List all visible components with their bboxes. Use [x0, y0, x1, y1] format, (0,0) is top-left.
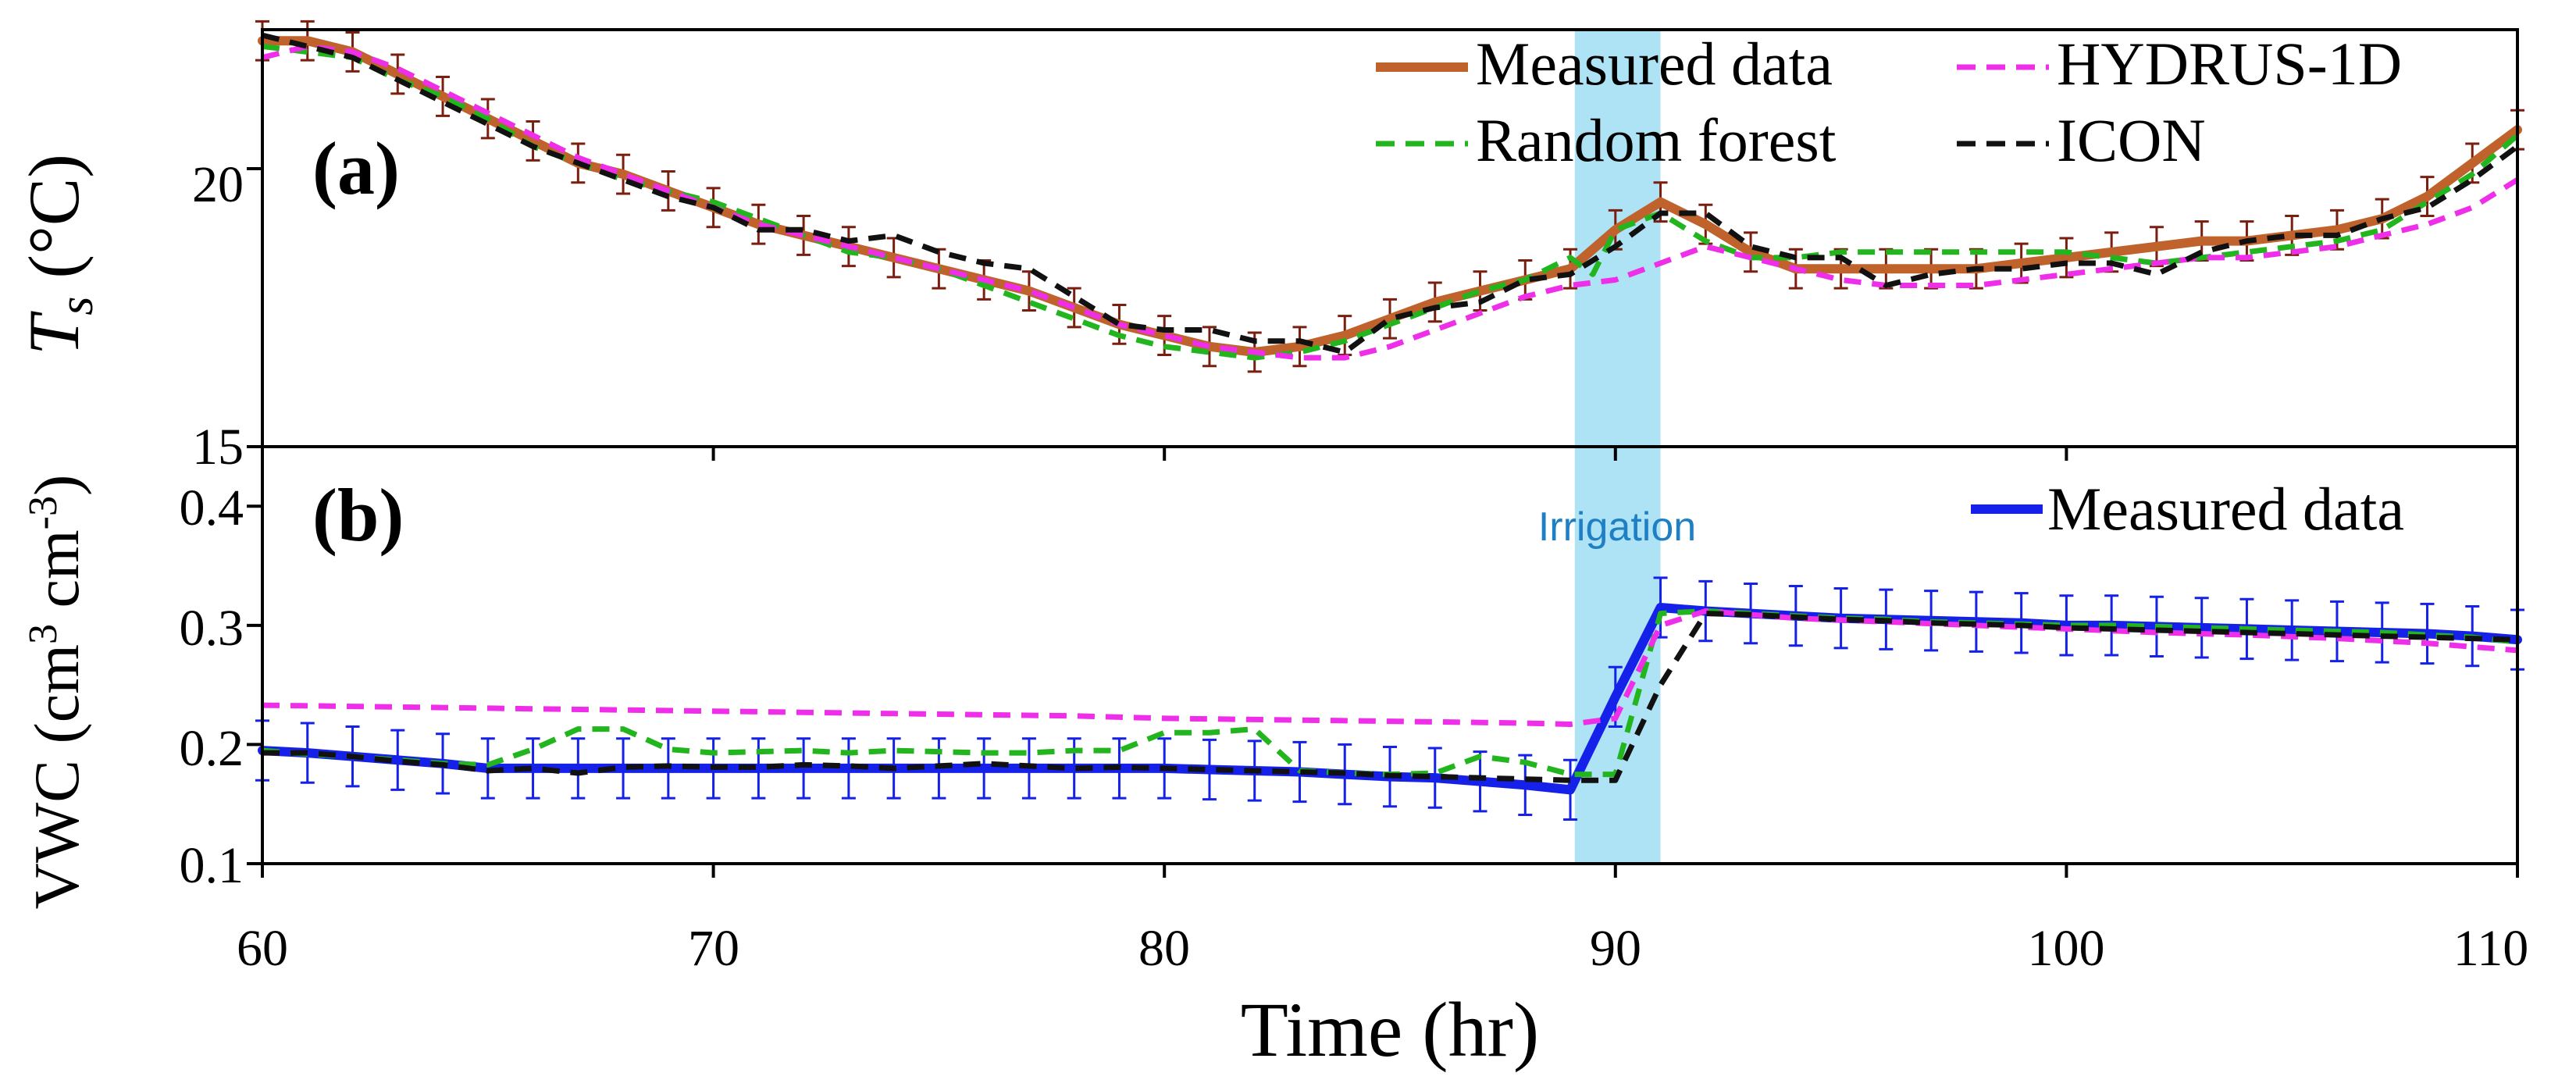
y-axis-label-b-sup2: -3	[21, 496, 66, 529]
panel-b-plot	[255, 576, 2524, 821]
error-bars-b	[255, 576, 2524, 821]
legend-label-measured-a: Measured data	[1476, 30, 1833, 98]
ytick-label-b-0.1: 0.1	[180, 837, 244, 894]
series-line-a-icon	[262, 32, 2520, 355]
y-axis-label-a-sub: s	[50, 297, 103, 315]
x-axis-label: Time (hr)	[1241, 986, 1539, 1073]
panel-a-plot	[255, 20, 2524, 373]
legend-label-random-forest: Random forest	[1476, 106, 1837, 174]
panel-a-label: (a)	[312, 127, 400, 210]
legend-label-icon: ICON	[2057, 106, 2206, 174]
legend-label-hydrus: HYDRUS-1D	[2057, 30, 2402, 98]
y-axis-label-b-end: )	[21, 475, 92, 496]
legend-label-measured-b: Measured data	[2047, 475, 2404, 543]
xtick-label-70: 70	[688, 920, 739, 977]
legend-b: Measured data	[1971, 475, 2404, 543]
xtick-label-90: 90	[1590, 920, 1641, 977]
series-line-b-hydrus-1d	[262, 608, 2518, 727]
y-axis-label-b: VWC (cm3 cm-3)	[21, 475, 92, 910]
y-axis-label-b-sup1: 3	[21, 624, 66, 644]
ytick-label-a-20: 20	[192, 156, 244, 213]
xtick-label-80: 80	[1138, 920, 1190, 977]
y-axis-label-a-main: T	[14, 311, 94, 355]
xtick-label-100: 100	[2028, 920, 2105, 977]
xtick-label-60: 60	[237, 920, 288, 977]
y-axis-label-a-unit: (°C)	[14, 154, 94, 296]
y-axis-label-a: Ts (°C)	[14, 154, 103, 355]
ytick-label-a-15: 15	[192, 419, 244, 476]
ytick-label-b-0.2: 0.2	[180, 720, 244, 777]
axis-ticks	[247, 167, 2519, 878]
legend-a: Measured data HYDRUS-1D Random forest IC…	[1376, 30, 2402, 174]
y-axis-label-b-mid: cm	[21, 529, 92, 624]
series-line-a-hydrus-1d	[262, 43, 2519, 361]
irrigation-label: Irrigation	[1538, 504, 1696, 550]
xtick-label-110: 110	[2453, 920, 2529, 977]
panel-b-label: (b)	[312, 473, 404, 557]
ytick-label-b-0.3: 0.3	[180, 600, 244, 657]
ytick-label-b-0.4: 0.4	[180, 479, 244, 536]
y-axis-label-b-main: VWC (cm	[21, 644, 92, 909]
series-line-b-icon	[262, 611, 2518, 783]
panel-b-frame	[261, 445, 2519, 865]
